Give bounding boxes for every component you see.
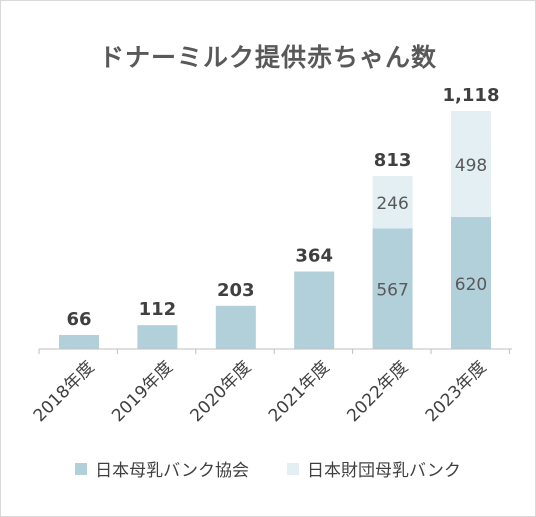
segment-label-kyokai-5: 620: [455, 275, 487, 295]
total-label-3: 364: [295, 246, 333, 267]
bar-kyokai-2: [215, 305, 256, 349]
bar-kyokai-1: [137, 325, 178, 349]
bar-kyokai-3: [294, 271, 335, 349]
legend-item-zaidan: 日本財団母乳バンク: [287, 456, 461, 481]
segment-label-zaidan-4: 246: [376, 194, 408, 214]
total-label-1: 112: [139, 299, 177, 320]
bar-kyokai-4: [372, 228, 413, 349]
chart-title: ドナーミルク提供赤ちゃん数: [98, 43, 437, 72]
total-label-4: 813: [374, 150, 412, 171]
labels-layer: 66 2018年度 112 2019年度 203 2020年度 364 2021年度 567 24…: [30, 85, 500, 426]
legend-label-kyokai: 日本母乳バンク協会: [95, 461, 249, 481]
bar-zaidan-4: [372, 175, 413, 229]
segment-label-kyokai-4: 567: [376, 281, 408, 301]
x-tick-label-1: 2019年度: [108, 357, 177, 426]
bars-layer: [59, 111, 491, 349]
x-tick-label-2: 2020年度: [187, 357, 256, 426]
bar-kyokai-5: [451, 217, 491, 349]
total-label-2: 203: [217, 280, 255, 301]
legend-swatch-kyokai: [75, 462, 88, 475]
total-label-5: 1,118: [443, 85, 500, 106]
x-axis: [38, 348, 512, 354]
x-tick-label-0: 2018年度: [30, 357, 99, 426]
legend-item-kyokai: 日本母乳バンク協会: [75, 456, 249, 481]
x-tick-label-4: 2022年度: [343, 357, 412, 426]
bar-kyokai-0: [59, 334, 99, 349]
bar-zaidan-5: [451, 111, 491, 218]
x-tick-label-5: 2023年度: [422, 357, 491, 426]
legend-label-zaidan: 日本財団母乳バンク: [307, 461, 461, 481]
legend: 日本母乳バンク協会 日本財団母乳バンク: [0, 456, 536, 481]
legend-swatch-zaidan: [287, 462, 299, 475]
segment-label-zaidan-5: 498: [455, 156, 487, 176]
x-tick-label-3: 2021年度: [265, 357, 334, 426]
total-label-0: 66: [66, 309, 91, 330]
